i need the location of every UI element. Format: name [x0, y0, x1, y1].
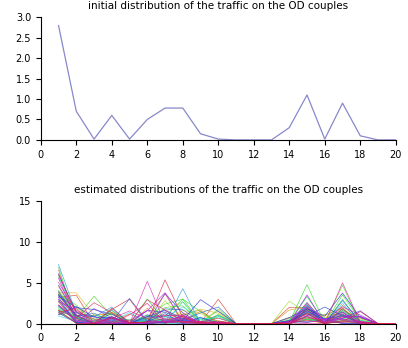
Title: initial distribution of the traffic on the OD couples: initial distribution of the traffic on t… [88, 1, 348, 11]
Title: estimated distributions of the traffic on the OD couples: estimated distributions of the traffic o… [74, 185, 363, 195]
